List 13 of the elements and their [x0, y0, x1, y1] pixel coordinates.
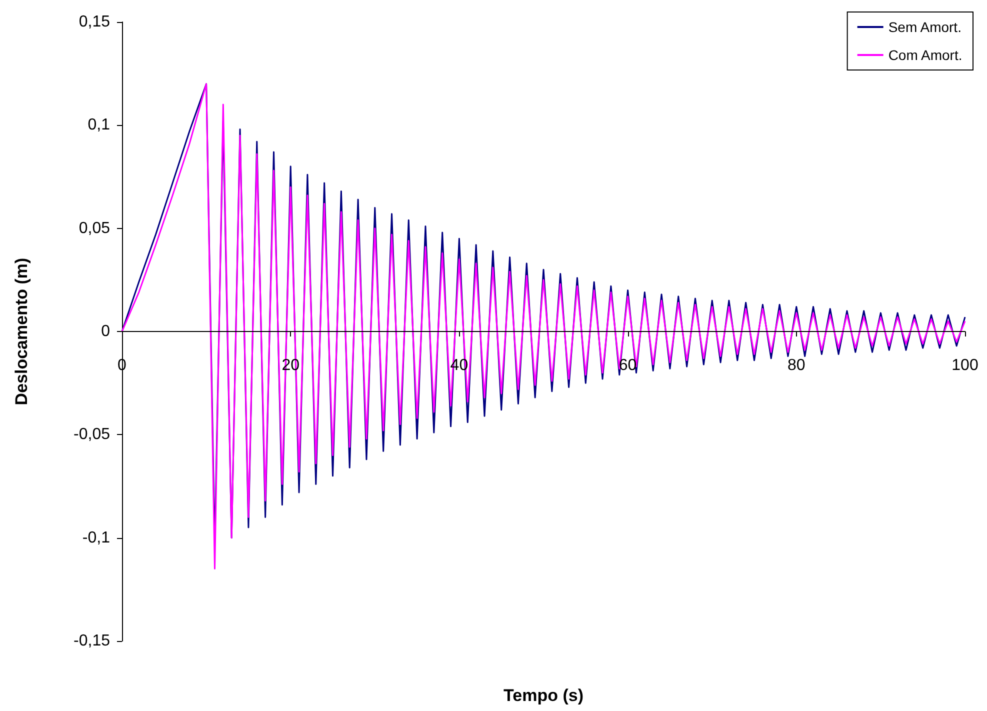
y-tick-label: -0,1 [82, 529, 110, 546]
y-tick-label: 0 [101, 323, 110, 340]
y-tick-label: 0,05 [78, 220, 110, 237]
legend-label: Sem Amort. [888, 19, 962, 35]
y-axis-title: Deslocamento (m) [12, 258, 31, 406]
x-tick-label: 100 [952, 357, 978, 374]
legend-label: Com Amort. [888, 47, 962, 63]
y-tick-label: 0,15 [78, 14, 110, 30]
y-tick-label: 0,1 [88, 116, 110, 134]
x-axis-title: Tempo (s) [504, 686, 584, 705]
y-tick-label: -0,15 [74, 632, 110, 650]
x-tick-label: 80 [788, 357, 806, 374]
y-tick-label: -0,05 [74, 426, 110, 444]
